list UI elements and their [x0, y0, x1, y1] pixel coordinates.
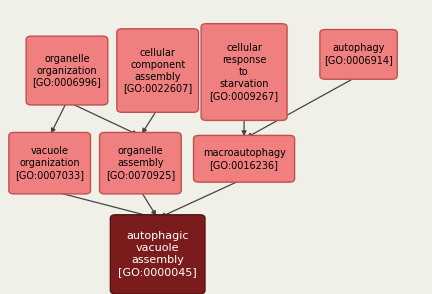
Text: macroautophagy
[GO:0016236]: macroautophagy [GO:0016236]: [203, 148, 286, 170]
Text: autophagy
[GO:0006914]: autophagy [GO:0006914]: [324, 44, 393, 65]
FancyBboxPatch shape: [320, 30, 397, 79]
FancyBboxPatch shape: [201, 24, 287, 121]
Text: cellular
component
assembly
[GO:0022607]: cellular component assembly [GO:0022607]: [123, 48, 192, 93]
Text: cellular
response
to
starvation
[GO:0009267]: cellular response to starvation [GO:0009…: [210, 43, 279, 101]
Text: organelle
assembly
[GO:0070925]: organelle assembly [GO:0070925]: [106, 146, 175, 180]
FancyBboxPatch shape: [26, 36, 108, 105]
FancyBboxPatch shape: [194, 135, 295, 182]
Text: organelle
organization
[GO:0006996]: organelle organization [GO:0006996]: [32, 54, 102, 88]
FancyBboxPatch shape: [110, 215, 205, 294]
FancyBboxPatch shape: [117, 29, 198, 112]
Text: vacuole
organization
[GO:0007033]: vacuole organization [GO:0007033]: [15, 146, 84, 180]
FancyBboxPatch shape: [99, 132, 181, 194]
Text: autophagic
vacuole
assembly
[GO:0000045]: autophagic vacuole assembly [GO:0000045]: [118, 231, 197, 277]
FancyBboxPatch shape: [9, 132, 90, 194]
